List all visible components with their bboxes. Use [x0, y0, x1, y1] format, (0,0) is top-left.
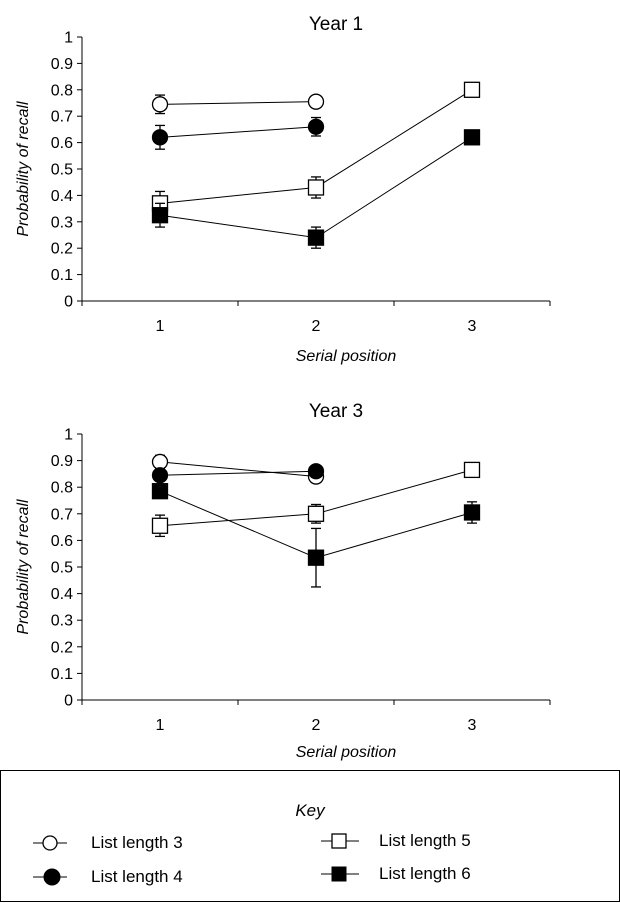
data-point	[151, 517, 169, 534]
series-line	[159, 470, 317, 476]
chart-2-y-axis-label: Probability of recall	[15, 499, 32, 635]
chart-1-y-tick-label: 0.8	[51, 82, 73, 99]
data-point	[463, 461, 481, 479]
chart-1-y-tick-label: 0	[64, 294, 73, 311]
chart-2-x-tick-label: 3	[468, 717, 477, 734]
chart-1-y-tick-label: 0.2	[51, 241, 73, 258]
chart-2-y-tick-label: 0.1	[51, 666, 73, 683]
chart-1-y-tick-label: 0.1	[51, 267, 73, 284]
chart-1-series-list-length-6	[151, 129, 481, 249]
circle-filled-marker-icon	[33, 868, 67, 886]
data-point	[307, 549, 325, 566]
chart-2-y-tick-label: 0.8	[51, 480, 73, 497]
chart-1-y-tick-label: 0.7	[51, 109, 73, 126]
data-point	[307, 463, 325, 480]
chart-1-y-axis-label: Probability of recall	[15, 101, 32, 237]
chart-1-x-axis-label: Serial position	[296, 348, 397, 365]
chart-1-y-tick-label: 1	[64, 30, 73, 47]
chart-2-y-tick-label: 0	[64, 693, 73, 710]
data-point	[307, 179, 325, 196]
data-point	[463, 129, 481, 146]
data-point	[151, 129, 169, 146]
chart-2-x-axis-label: Serial position	[296, 744, 397, 761]
series-line	[159, 461, 317, 478]
chart-2-y-tick-label: 0.5	[51, 560, 73, 577]
chart-2-y-tick-label: 0.4	[51, 586, 73, 603]
chart-1-series-list-length-4	[151, 116, 325, 150]
chart-1: Year 1 0 0.1 0.2 0.3 0.4 0.5 0.6 0.7 0.8 0.9 1 1 2 3 Se…	[15, 14, 551, 365]
chart-2-y-tick-label: 1	[64, 427, 73, 444]
data-point	[151, 207, 169, 224]
chart-2-title: Year 3	[309, 401, 363, 422]
square-filled-marker-icon	[321, 866, 359, 882]
chart-1-title: Year 1	[309, 14, 363, 35]
chart-2-y-tick-label: 0.3	[51, 613, 73, 630]
data-point	[307, 229, 325, 246]
chart-2-y-tick-label: 0.7	[51, 506, 73, 523]
data-point	[463, 504, 481, 521]
circle-open-marker-icon	[33, 835, 67, 851]
chart-2-y-tick-label: 0.9	[51, 453, 73, 470]
key-item-label: List length 3	[91, 833, 183, 852]
chart-1-y-tick-label: 0.6	[51, 135, 73, 152]
key-title: Key	[295, 801, 325, 820]
data-point	[307, 118, 325, 135]
key-legend: Key List length 3 List length 5 List len…	[0, 770, 620, 902]
chart-2-y-tick-label: 0.6	[51, 533, 73, 550]
chart-2-y-tick-label: 0.2	[51, 639, 73, 656]
chart-2-series-list-length-5	[151, 461, 481, 538]
data-point	[151, 96, 169, 113]
data-point	[307, 93, 325, 110]
square-open-marker-icon	[321, 833, 359, 849]
series-line	[159, 101, 317, 105]
chart-2: Year 3 0 0.1 0.2 0.3 0.4 0.5 0.6 0.7 0.8 0.9 1 1 2 3 Se…	[15, 401, 551, 761]
chart-2-series-list-length-3	[151, 453, 325, 485]
chart-1-y-tick-label: 0.5	[51, 162, 73, 179]
data-point	[463, 81, 481, 98]
key-item-label: List length 5	[379, 831, 471, 850]
chart-1-x-tick-label: 2	[312, 318, 321, 335]
chart-1-y-tick-label: 0.3	[51, 214, 73, 231]
data-point	[151, 483, 169, 500]
key-item-label: List length 6	[379, 864, 471, 883]
chart-1-series-list-length-3	[151, 93, 325, 115]
series-line	[159, 126, 317, 138]
chart-2-x-tick-label: 1	[156, 717, 165, 734]
chart-1-y-tick-label: 0.4	[51, 188, 73, 205]
chart-2-series-list-length-4	[151, 463, 325, 484]
plots-canvas: Year 1 0 0.1 0.2 0.3 0.4 0.5 0.6 0.7 0.8 0.9 1 1 2 3 Se…	[15, 14, 551, 761]
key-item-label: List length 4	[91, 867, 183, 886]
chart-1-y-tick-label: 0.9	[51, 56, 73, 73]
chart-1-x-tick-label: 1	[156, 318, 165, 335]
data-point	[151, 467, 169, 484]
data-point	[307, 505, 325, 522]
chart-2-series-list-length-6	[151, 483, 481, 588]
chart-1-x-tick-label: 3	[468, 318, 477, 335]
chart-2-x-tick-label: 2	[312, 717, 321, 734]
